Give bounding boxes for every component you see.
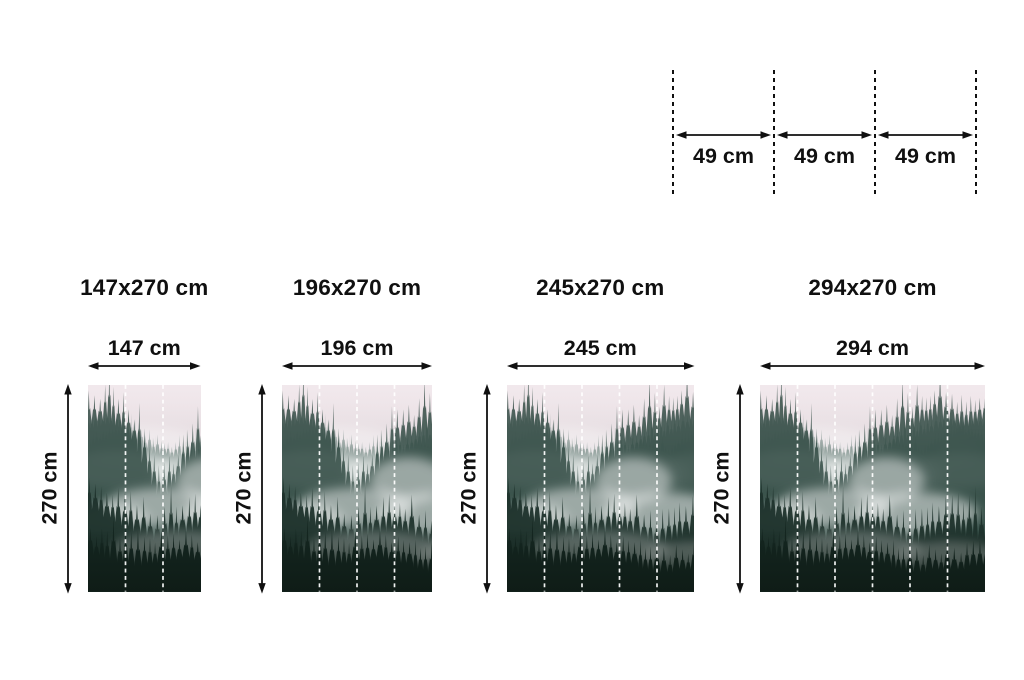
width-dimension-label: 196 cm (320, 336, 394, 360)
panel-width-label: 49 cm (693, 144, 754, 168)
height-dimension-label: 270 cm (37, 451, 62, 525)
height-dimension-label: 270 cm (456, 451, 480, 525)
height-arrow-icon (64, 383, 72, 594)
panel-width-arrow-icon (878, 130, 973, 139)
panel-width-arrow-icon (777, 130, 872, 139)
panel-edge-line (874, 70, 876, 194)
wallpaper-preview-image (88, 385, 201, 592)
width-dimension-label: 245 cm (563, 336, 637, 360)
panel-width-label: 49 cm (895, 144, 956, 168)
width-arrow-icon (506, 361, 694, 370)
size-title: 294x270 cm (808, 275, 937, 300)
size-title: 245x270 cm (536, 275, 665, 300)
panel-width-label: 49 cm (794, 144, 855, 168)
height-dimension-label: 270 cm (709, 451, 734, 525)
height-arrow-icon (258, 383, 266, 594)
height-arrow-icon (482, 383, 491, 594)
panel-edge-line (773, 70, 775, 194)
wallpaper-preview-image (507, 385, 695, 592)
panel-edge-line (975, 70, 977, 194)
height-dimension-label: 270 cm (231, 451, 256, 525)
panel-edge-line (672, 70, 674, 194)
panel-width-arrow-icon (676, 130, 771, 139)
width-arrow-icon (760, 361, 985, 370)
width-dimension-label: 294 cm (836, 336, 909, 360)
wallpaper-preview-image (282, 385, 432, 592)
width-dimension-label: 147 cm (107, 336, 181, 360)
wallpaper-preview-image (760, 385, 985, 592)
width-arrow-icon (282, 361, 432, 370)
size-title: 196x270 cm (292, 275, 422, 300)
size-title: 147x270 cm (80, 275, 209, 300)
width-arrow-icon (88, 361, 201, 370)
height-arrow-icon (736, 383, 744, 594)
